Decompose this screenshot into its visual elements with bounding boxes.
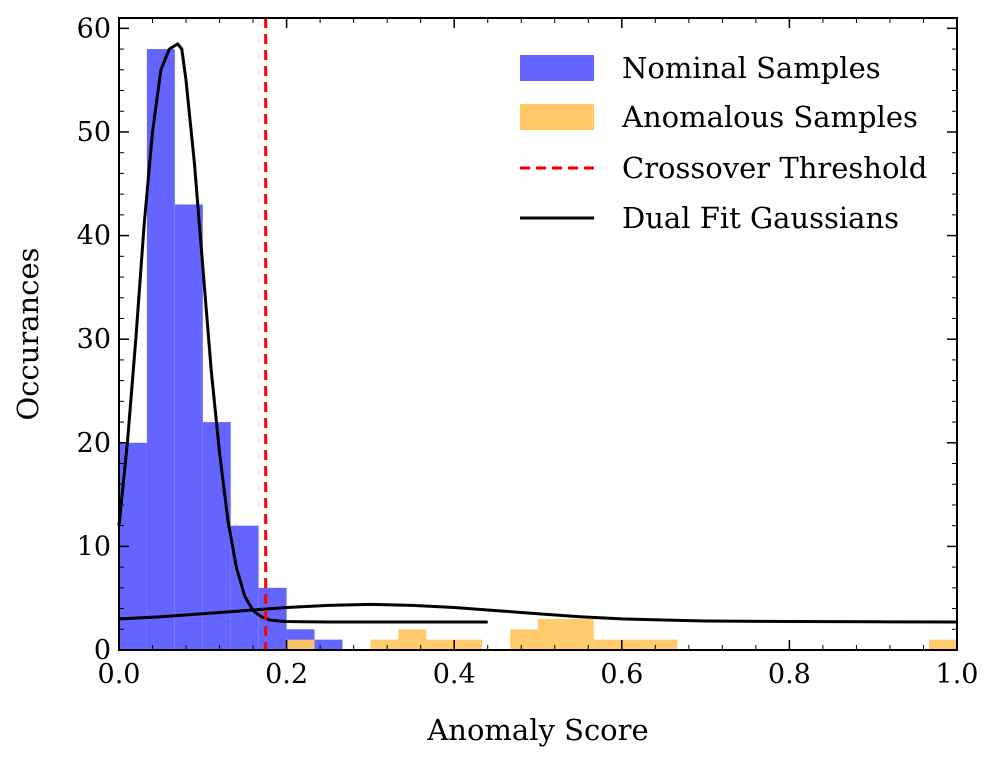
anomalous-bar-1	[370, 639, 399, 650]
plot-frame	[118, 17, 958, 651]
anomalous-bar-8	[593, 639, 622, 650]
legend: Nominal Samples Anomalous Samples Crosso…	[520, 51, 927, 235]
x-tick-label-1: 0.2	[265, 659, 308, 690]
anomalous-bar-11	[929, 639, 957, 650]
anomalous-bar-5	[510, 629, 538, 650]
legend-label-anomalous: Anomalous Samples	[621, 100, 918, 134]
gaussian-curve-0	[117, 42, 488, 624]
anomalous-bar-10	[649, 639, 678, 650]
y-axis-title: Occurances	[11, 247, 45, 420]
nominal-bar-7	[314, 639, 343, 650]
plot-area	[117, 18, 958, 650]
y-tick-label-5: 50	[77, 117, 111, 148]
nominal-bar-4	[230, 525, 259, 650]
legend-swatch-anomalous	[520, 104, 594, 130]
anomalous-bar-6	[538, 618, 566, 650]
y-tick-label-0: 0	[94, 635, 111, 666]
y-tick-label-2: 20	[77, 428, 111, 459]
anomalous-bar-2	[398, 629, 427, 650]
axis-ticks: 0.0 0.2 0.4 0.6 0.8 1.0 0 10 20 30 40 50 60	[77, 13, 979, 690]
anomalous-bar-7	[565, 618, 594, 650]
anomalous-bar-9	[621, 639, 650, 650]
x-axis-title: Anomaly Score	[426, 713, 648, 747]
legend-label-nominal: Nominal Samples	[622, 51, 881, 85]
y-tick-label-3: 30	[77, 324, 111, 355]
x-tick-label-3: 0.6	[600, 659, 643, 690]
nominal-bar-2	[174, 204, 203, 650]
y-tick-label-1: 10	[77, 531, 111, 562]
x-tick-label-5: 1.0	[936, 659, 979, 690]
nominal-bar-3	[202, 422, 231, 650]
anomalous-bar-3	[426, 639, 455, 650]
x-tick-label-2: 0.4	[433, 659, 476, 690]
anomalous-bar-4	[454, 639, 483, 650]
legend-swatch-nominal	[520, 55, 594, 81]
x-tick-label-4: 0.8	[768, 659, 811, 690]
y-tick-label-6: 60	[77, 13, 111, 44]
y-tick-label-4: 40	[77, 221, 111, 252]
x-tick-label-0: 0.0	[98, 659, 141, 690]
legend-label-gaussians: Dual Fit Gaussians	[622, 201, 899, 235]
gaussian-curve-1	[118, 602, 958, 624]
anomalous-bar-0	[286, 639, 315, 650]
legend-label-threshold: Crossover Threshold	[622, 151, 927, 185]
